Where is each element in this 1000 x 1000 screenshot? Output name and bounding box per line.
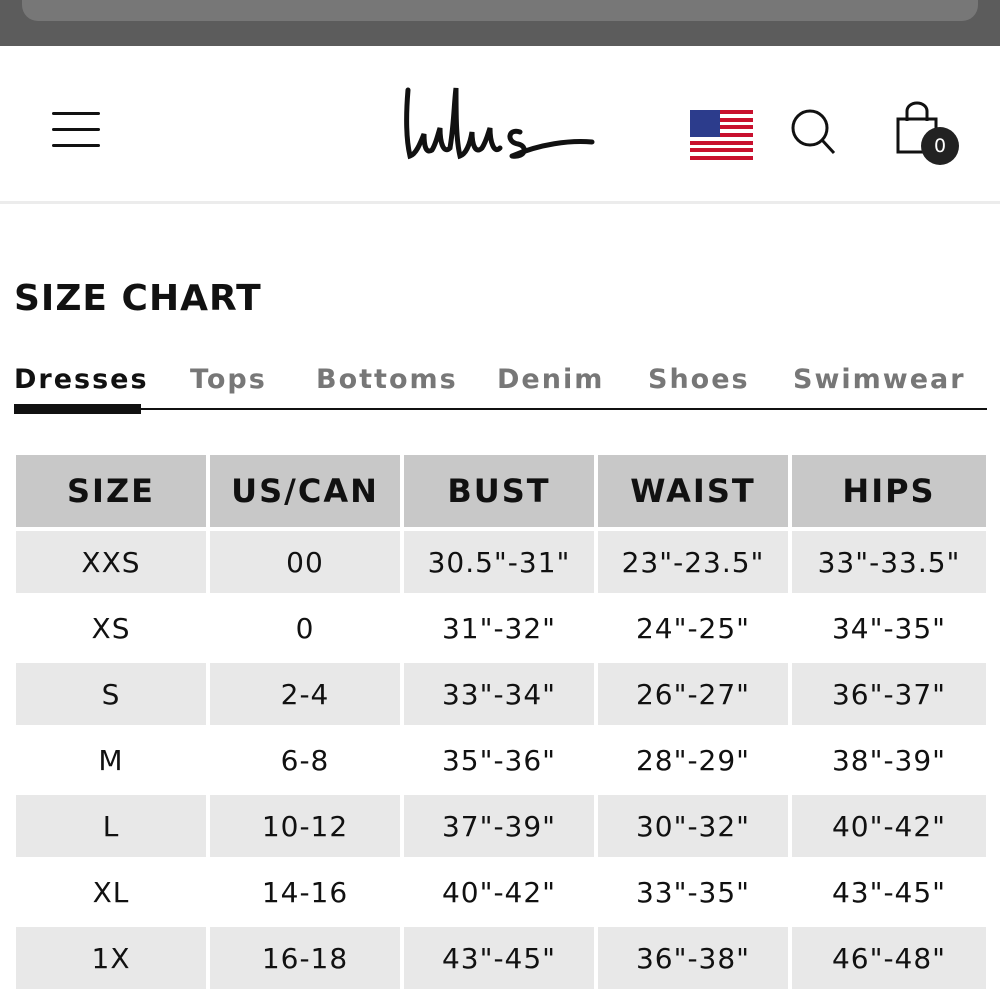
size-chart-table: SIZE US/CAN BUST WAIST HIPS XXS 00 30.5"-31" 23… xyxy=(16,455,986,993)
column-header: SIZE xyxy=(16,455,210,531)
table-row: XS 0 31"-32" 24"-25" 34"-35" xyxy=(16,597,986,663)
table-cell: 37"-39" xyxy=(404,795,598,861)
table-row: XL 14-16 40"-42" 33"-35" 43"-45" xyxy=(16,861,986,927)
table-cell: 43"-45" xyxy=(792,861,986,927)
column-header: HIPS xyxy=(792,455,986,531)
table-cell: 38"-39" xyxy=(792,729,986,795)
tab-denim[interactable]: Denim xyxy=(497,364,605,395)
table-cell: 28"-29" xyxy=(598,729,792,795)
browser-top-bar xyxy=(0,0,1000,46)
table-cell: 33"-33.5" xyxy=(792,531,986,597)
table-cell: L xyxy=(16,795,210,861)
table-cell: 00 xyxy=(210,531,404,597)
tab-tops[interactable]: Tops xyxy=(190,364,267,395)
table-cell: 36"-38" xyxy=(598,927,792,993)
table-cell: 23"-23.5" xyxy=(598,531,792,597)
table-row: M 6-8 35"-36" 28"-29" 38"-39" xyxy=(16,729,986,795)
table-cell: 24"-25" xyxy=(598,597,792,663)
table-row: S 2-4 33"-34" 26"-27" 36"-37" xyxy=(16,663,986,729)
table-cell: XL xyxy=(16,861,210,927)
column-header: WAIST xyxy=(598,455,792,531)
hamburger-menu-icon[interactable] xyxy=(52,112,100,148)
us-flag-icon[interactable] xyxy=(690,110,753,160)
address-bar[interactable] xyxy=(22,0,978,21)
table-cell: 31"-32" xyxy=(404,597,598,663)
table-cell: 34"-35" xyxy=(792,597,986,663)
table-cell: 14-16 xyxy=(210,861,404,927)
table-cell: 0 xyxy=(210,597,404,663)
table-cell: 6-8 xyxy=(210,729,404,795)
size-category-tabs: Dresses Tops Bottoms Denim Shoes Swimwea… xyxy=(14,360,987,414)
table-header-row: SIZE US/CAN BUST WAIST HIPS xyxy=(16,455,986,531)
table-cell: 36"-37" xyxy=(792,663,986,729)
table-cell: 40"-42" xyxy=(404,861,598,927)
table-cell: 16-18 xyxy=(210,927,404,993)
search-icon[interactable] xyxy=(788,106,838,156)
column-header: US/CAN xyxy=(210,455,404,531)
table-row: 1X 16-18 43"-45" 36"-38" 46"-48" xyxy=(16,927,986,993)
lulus-logo[interactable] xyxy=(400,84,600,164)
tab-bottoms[interactable]: Bottoms xyxy=(316,364,458,395)
column-header: BUST xyxy=(404,455,598,531)
table-cell: 43"-45" xyxy=(404,927,598,993)
site-header: 0 xyxy=(0,46,1000,204)
tab-shoes[interactable]: Shoes xyxy=(648,364,750,395)
table-cell: 2-4 xyxy=(210,663,404,729)
table-cell: 35"-36" xyxy=(404,729,598,795)
table-row: L 10-12 37"-39" 30"-32" 40"-42" xyxy=(16,795,986,861)
active-tab-indicator xyxy=(14,404,141,414)
page-title: SIZE CHART xyxy=(14,278,262,319)
table-cell: 10-12 xyxy=(210,795,404,861)
table-cell: 30"-32" xyxy=(598,795,792,861)
table-cell: XS xyxy=(16,597,210,663)
table-cell: 33"-35" xyxy=(598,861,792,927)
table-cell: 30.5"-31" xyxy=(404,531,598,597)
table-cell: M xyxy=(16,729,210,795)
cart-count-badge: 0 xyxy=(921,127,959,165)
table-cell: 46"-48" xyxy=(792,927,986,993)
table-cell: 26"-27" xyxy=(598,663,792,729)
table-row: XXS 00 30.5"-31" 23"-23.5" 33"-33.5" xyxy=(16,531,986,597)
table-cell: S xyxy=(16,663,210,729)
table-cell: 40"-42" xyxy=(792,795,986,861)
shopping-bag-button[interactable]: 0 xyxy=(895,101,965,166)
tab-swimwear[interactable]: Swimwear xyxy=(793,364,966,395)
table-cell: 1X xyxy=(16,927,210,993)
tab-dresses[interactable]: Dresses xyxy=(14,364,149,395)
table-cell: 33"-34" xyxy=(404,663,598,729)
table-cell: XXS xyxy=(16,531,210,597)
